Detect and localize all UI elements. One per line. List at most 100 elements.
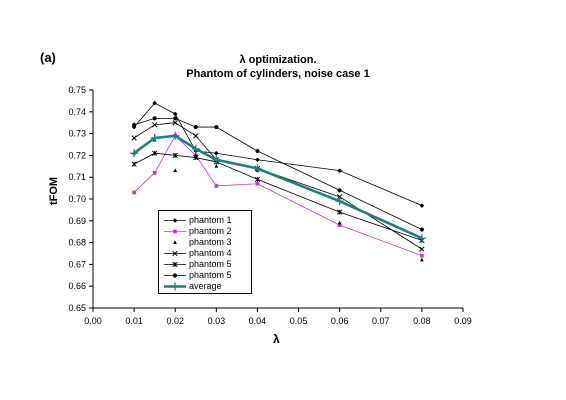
x-tick-label: 0.09 xyxy=(454,316,472,326)
legend-swatch xyxy=(164,250,186,257)
legend-swatch xyxy=(164,282,186,291)
x-axis-label: λ xyxy=(273,332,280,346)
data-point xyxy=(255,148,260,154)
x-tick-label: 0.05 xyxy=(290,316,308,326)
y-tick-label: 0.74 xyxy=(68,107,86,117)
axes: 0.65 0.66 0.67 0.68 0.69 0.70 0.71 0.72 0.73 0.74… xyxy=(68,85,471,326)
series-layer xyxy=(130,100,426,262)
data-point xyxy=(191,144,200,153)
x-tick-label: 0.00 xyxy=(84,316,102,326)
y-tick-label: 0.67 xyxy=(68,259,86,269)
y-tick-label: 0.66 xyxy=(68,281,86,291)
legend-entry: phantom 1 xyxy=(163,215,249,226)
data-point xyxy=(193,133,199,139)
legend-label: phantom 2 xyxy=(189,226,232,236)
y-tick-label: 0.71 xyxy=(68,172,86,182)
series-7 xyxy=(130,131,426,243)
data-point xyxy=(152,116,157,121)
data-point xyxy=(152,150,158,156)
legend-entry: phantom 4 xyxy=(163,248,249,259)
data-point xyxy=(152,122,158,128)
data-point xyxy=(193,124,198,130)
data-point xyxy=(130,149,139,158)
legend-marker xyxy=(172,218,178,223)
y-tick-label: 0.70 xyxy=(68,194,86,204)
series-line xyxy=(133,117,423,230)
chart-subtitle: Phantom of cylinders, noise case 1 xyxy=(186,68,370,80)
data-point xyxy=(193,153,198,157)
data-point xyxy=(255,181,260,186)
legend-swatch xyxy=(164,229,186,234)
data-point xyxy=(253,164,262,173)
legend-entry: phantom 2 xyxy=(163,226,249,237)
x-tick-label: 0.02 xyxy=(166,316,184,326)
legend-swatch xyxy=(173,240,177,244)
data-point xyxy=(214,164,219,168)
data-point xyxy=(337,220,342,225)
x-tick-label: 0.06 xyxy=(331,316,349,326)
data-point xyxy=(152,171,157,175)
legend-marker xyxy=(172,261,178,268)
data-point xyxy=(254,176,261,183)
data-point xyxy=(214,184,219,188)
legend-marker xyxy=(173,229,177,234)
y-tick-label: 0.75 xyxy=(68,85,86,95)
y-axis-label: tFOM xyxy=(48,176,61,206)
legend-label: phantom 1 xyxy=(189,215,232,225)
legend-label: phantom 5 xyxy=(189,270,232,280)
x-tick-label: 0.07 xyxy=(372,316,390,326)
data-point xyxy=(152,100,157,106)
legend-label: average xyxy=(189,281,222,291)
legend-swatch xyxy=(164,273,186,278)
data-point xyxy=(255,157,260,163)
panel-label: (a) xyxy=(40,50,56,65)
x-tick-label: 0.01 xyxy=(125,316,143,326)
data-point xyxy=(419,203,425,208)
data-point xyxy=(419,246,425,252)
series-5 xyxy=(131,150,425,244)
data-point xyxy=(131,135,137,141)
legend-entry: phantom 3 xyxy=(163,237,249,248)
legend-marker xyxy=(172,273,178,278)
x-tick-label: 0.04 xyxy=(249,316,267,326)
series-line xyxy=(133,122,423,250)
data-point xyxy=(337,168,342,173)
series-line xyxy=(133,135,423,257)
data-point xyxy=(172,120,178,126)
legend-marker xyxy=(172,250,178,257)
data-point xyxy=(335,197,344,206)
y-tick-label: 0.72 xyxy=(68,150,86,160)
series-line xyxy=(133,152,423,241)
data-point xyxy=(214,150,219,156)
data-point xyxy=(214,124,219,130)
data-point xyxy=(419,227,424,232)
x-tick-label: 0.08 xyxy=(413,316,431,326)
legend-swatch xyxy=(164,261,186,268)
data-point xyxy=(337,188,342,193)
legend: phantom 1 phantom 2 phantom 3 phantom 4 phan… xyxy=(158,210,252,294)
legend-swatch xyxy=(164,218,186,223)
data-point xyxy=(420,253,424,258)
series-line xyxy=(133,102,423,206)
legend-label: phantom 3 xyxy=(189,237,232,247)
data-point xyxy=(337,194,343,200)
y-tick-label: 0.69 xyxy=(68,216,86,226)
data-point xyxy=(420,257,424,262)
series-6 xyxy=(132,116,424,232)
x-tick-label: 0.03 xyxy=(208,316,226,326)
data-point xyxy=(212,155,221,164)
y-tick-label: 0.73 xyxy=(68,129,86,139)
legend-marker xyxy=(173,240,177,244)
data-point xyxy=(131,161,137,167)
data-point xyxy=(337,209,343,215)
legend-entry: average xyxy=(163,281,249,292)
y-tick-label: 0.68 xyxy=(68,238,86,248)
data-point xyxy=(132,190,136,195)
data-point xyxy=(337,223,342,227)
data-point xyxy=(171,131,180,140)
legend-label: phantom 4 xyxy=(189,248,232,258)
legend-entry: phantom 5 xyxy=(163,270,249,281)
data-point xyxy=(172,152,178,159)
legend-entry: phantom 5 xyxy=(163,259,249,270)
